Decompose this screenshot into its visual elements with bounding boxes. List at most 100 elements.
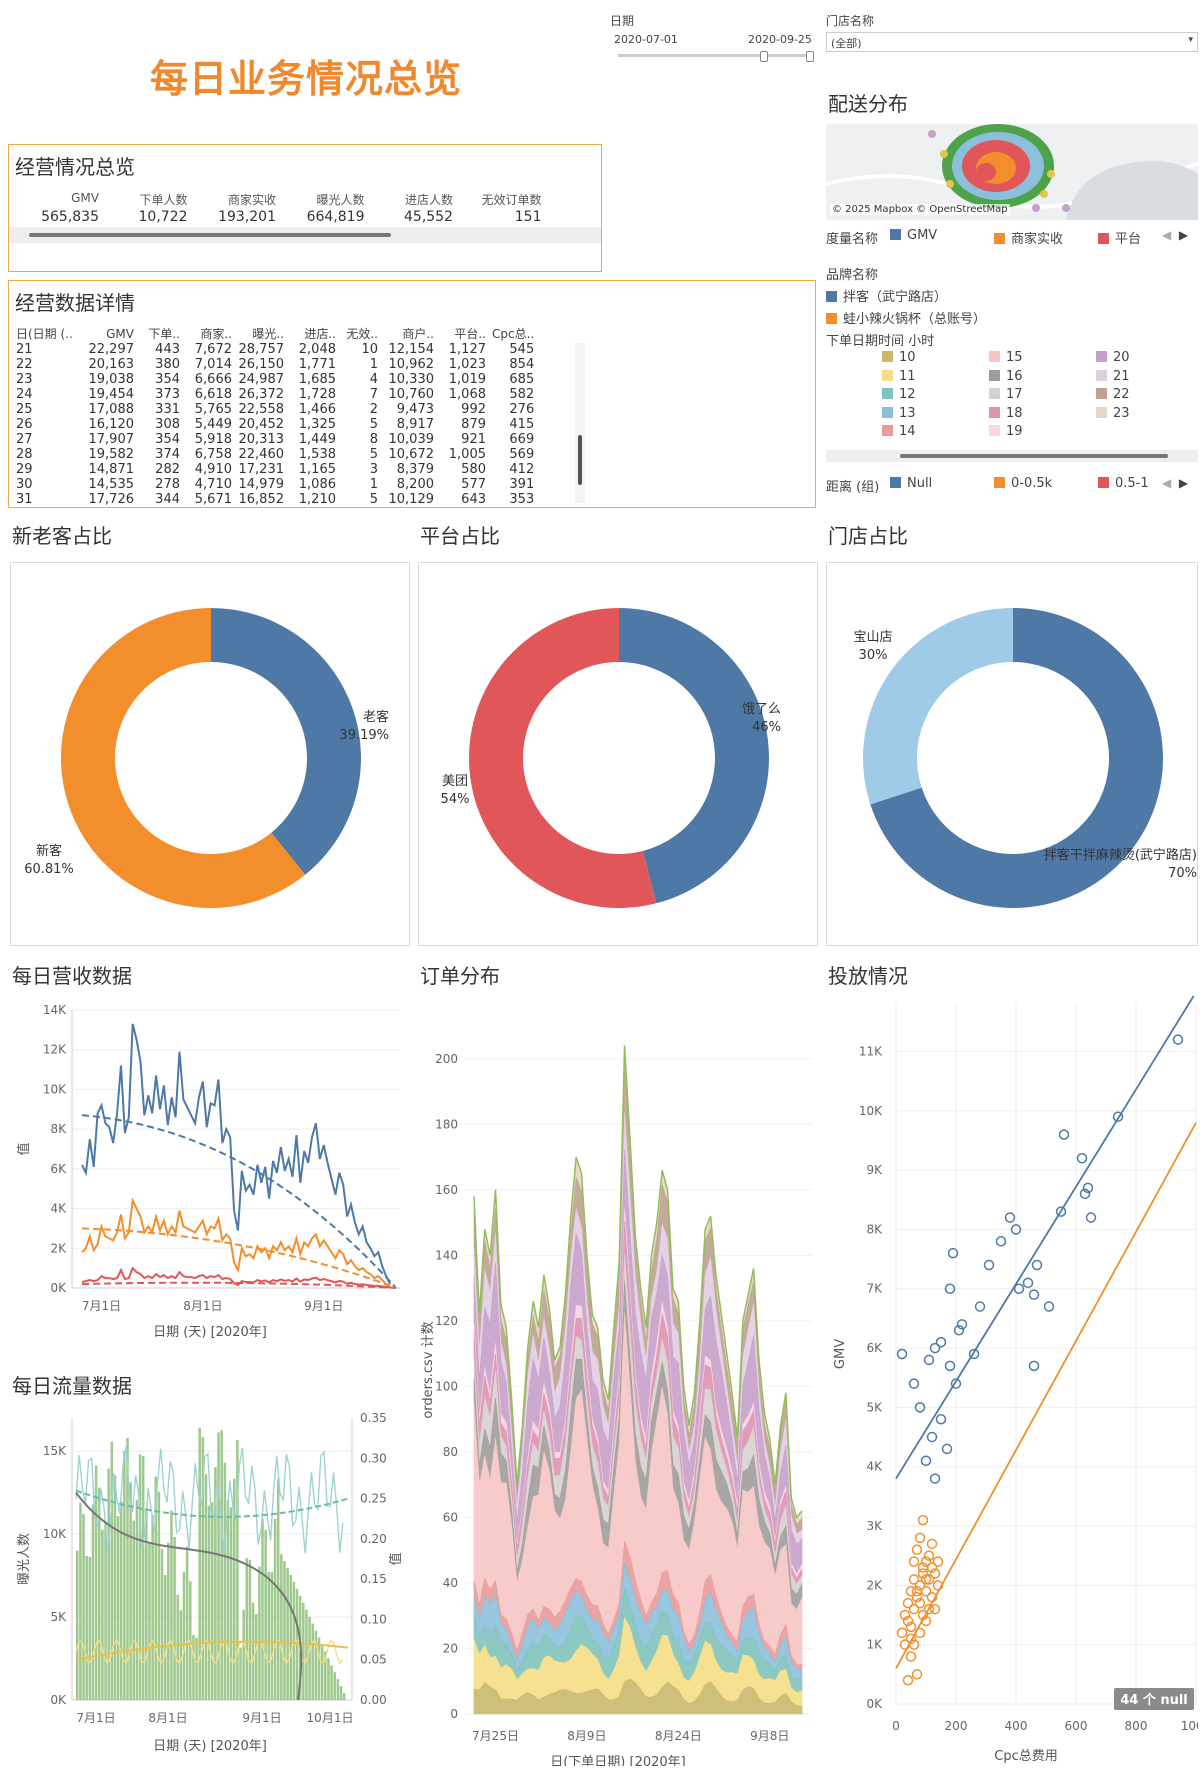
- scatter-point[interactable]: [908, 1378, 920, 1389]
- legend-item[interactable]: 蛙小辣火锅杯（总账号）: [826, 308, 1198, 327]
- scatter-point[interactable]: [1043, 1301, 1055, 1312]
- scatter-point[interactable]: [1028, 1289, 1040, 1300]
- scatter-point[interactable]: [941, 1443, 953, 1455]
- hour-legend-scroll-thumb[interactable]: [900, 454, 1168, 458]
- scatter-point[interactable]: [995, 1236, 1007, 1247]
- scatter-point[interactable]: [926, 1431, 938, 1443]
- traffic-bar[interactable]: [311, 1623, 315, 1700]
- date-slider-track[interactable]: [618, 54, 808, 57]
- table-header-cell[interactable]: 进店..: [304, 327, 336, 341]
- scatter-point[interactable]: [911, 1669, 923, 1680]
- table-row[interactable]: 28 19,582 374 6,758 22,460 1,538 5 10,672 1,005 5…: [13, 447, 537, 462]
- detail-scroll-thumb[interactable]: [578, 435, 582, 485]
- traffic-bar[interactable]: [79, 1502, 82, 1700]
- scatter-point[interactable]: [932, 1556, 944, 1567]
- legend-item[interactable]: Null: [890, 476, 932, 491]
- legend-item[interactable]: 拌客（武宁路店）: [826, 286, 1198, 305]
- pie-slice[interactable]: [619, 608, 770, 904]
- traffic-bar[interactable]: [148, 1542, 151, 1700]
- scatter-point[interactable]: [920, 1615, 932, 1627]
- scatter-point[interactable]: [1082, 1182, 1094, 1194]
- hour-legend-scrollbar[interactable]: [826, 450, 1198, 462]
- traffic-bar[interactable]: [264, 1529, 267, 1700]
- traffic-bar[interactable]: [119, 1501, 123, 1700]
- traffic-bar[interactable]: [239, 1647, 242, 1700]
- legend-item[interactable]: 16: [989, 369, 1023, 384]
- area-band[interactable]: [473, 1678, 803, 1715]
- table-row[interactable]: 30 14,535 278 4,710 14,979 1,086 1 8,200 577 391: [13, 477, 537, 492]
- table-header-cell[interactable]: 平台..: [454, 327, 486, 341]
- traffic-bar[interactable]: [251, 1602, 255, 1700]
- traffic-bar[interactable]: [141, 1455, 145, 1700]
- scatter-point[interactable]: [902, 1615, 914, 1627]
- traffic-bar[interactable]: [173, 1537, 176, 1700]
- traffic-bar[interactable]: [320, 1644, 324, 1700]
- legend-item[interactable]: 12: [882, 387, 916, 402]
- legend-item[interactable]: 18: [989, 406, 1023, 421]
- legend-item[interactable]: 10: [882, 350, 916, 365]
- caret-left-icon[interactable]: ◀: [1162, 228, 1172, 242]
- traffic-bar[interactable]: [267, 1571, 271, 1700]
- caret-right-icon[interactable]: ▶: [1178, 476, 1189, 490]
- traffic-bar[interactable]: [242, 1609, 245, 1700]
- scatter-point[interactable]: [914, 1597, 926, 1609]
- traffic-bar[interactable]: [302, 1602, 305, 1700]
- traffic-bar[interactable]: [145, 1508, 148, 1700]
- traffic-bar[interactable]: [91, 1504, 95, 1700]
- traffic-bar[interactable]: [204, 1474, 208, 1700]
- scatter-point[interactable]: [920, 1556, 932, 1567]
- traffic-bar[interactable]: [245, 1558, 249, 1700]
- traffic-bar[interactable]: [273, 1518, 277, 1700]
- scatter-point[interactable]: [917, 1568, 929, 1579]
- traffic-bar[interactable]: [110, 1441, 114, 1700]
- scatter-point[interactable]: [944, 1360, 956, 1372]
- table-row[interactable]: 22 20,163 380 7,014 26,150 1,771 1 10,962 1,023 8…: [13, 357, 537, 372]
- table-row[interactable]: 25 17,088 331 5,765 22,558 1,466 2 9,473 992 276: [13, 402, 537, 417]
- legend-item[interactable]: 14: [882, 424, 916, 439]
- traffic-bar[interactable]: [104, 1521, 107, 1700]
- scatter-point[interactable]: [917, 1514, 929, 1526]
- traffic-bar[interactable]: [107, 1468, 110, 1700]
- scatter-point[interactable]: [935, 1414, 947, 1425]
- legend-item[interactable]: 11: [882, 369, 916, 384]
- traffic-bar[interactable]: [229, 1507, 233, 1700]
- legend-item[interactable]: 19: [989, 424, 1023, 439]
- traffic-bar[interactable]: [192, 1634, 195, 1700]
- traffic-bar[interactable]: [85, 1556, 88, 1700]
- legend-item[interactable]: 商家实收: [994, 228, 1063, 247]
- traffic-bar[interactable]: [97, 1487, 101, 1700]
- scatter-point[interactable]: [983, 1259, 995, 1271]
- traffic-bar[interactable]: [286, 1568, 289, 1700]
- scatter-point[interactable]: [902, 1597, 914, 1609]
- scatter-point[interactable]: [1010, 1224, 1022, 1235]
- scatter-point[interactable]: [1055, 1206, 1067, 1217]
- legend-item[interactable]: 23: [1096, 406, 1130, 421]
- traffic-bar[interactable]: [223, 1462, 227, 1700]
- traffic-bar[interactable]: [324, 1651, 327, 1700]
- table-row[interactable]: 21 22,297 443 7,672 28,757 2,048 10 12,154 1,127…: [13, 342, 537, 357]
- store-filter-select[interactable]: (全部) ▾: [826, 32, 1198, 52]
- pie-slice[interactable]: [61, 608, 306, 908]
- scatter-point[interactable]: [1058, 1129, 1070, 1140]
- traffic-bar[interactable]: [270, 1572, 274, 1700]
- delivery-map[interactable]: © 2025 Mapbox © OpenStreetMap: [826, 124, 1198, 220]
- legend-item[interactable]: 20: [1096, 350, 1130, 365]
- traffic-bar[interactable]: [129, 1482, 132, 1700]
- scatter-point[interactable]: [929, 1473, 941, 1484]
- scatter-point[interactable]: [920, 1586, 932, 1597]
- legend-item[interactable]: 21: [1096, 369, 1130, 384]
- traffic-bar[interactable]: [157, 1491, 161, 1700]
- traffic-bar[interactable]: [182, 1571, 186, 1700]
- table-row[interactable]: 31 17,726 344 5,671 16,852 1,210 5 10,129 643 353: [13, 492, 537, 507]
- scatter-point[interactable]: [947, 1247, 959, 1259]
- scatter-point[interactable]: [929, 1342, 941, 1354]
- table-header-cell[interactable]: Cpc总..: [492, 327, 535, 341]
- date-slider-handle-end[interactable]: [806, 51, 814, 62]
- table-row[interactable]: 23 19,038 354 6,666 24,987 1,685 4 10,330 1,019 6…: [13, 372, 537, 387]
- scatter-point[interactable]: [899, 1639, 911, 1650]
- scatter-point[interactable]: [1028, 1360, 1040, 1372]
- scatter-point[interactable]: [923, 1354, 935, 1366]
- scatter-point[interactable]: [1004, 1212, 1016, 1223]
- scatter-point[interactable]: [908, 1574, 920, 1585]
- traffic-bar[interactable]: [113, 1475, 117, 1700]
